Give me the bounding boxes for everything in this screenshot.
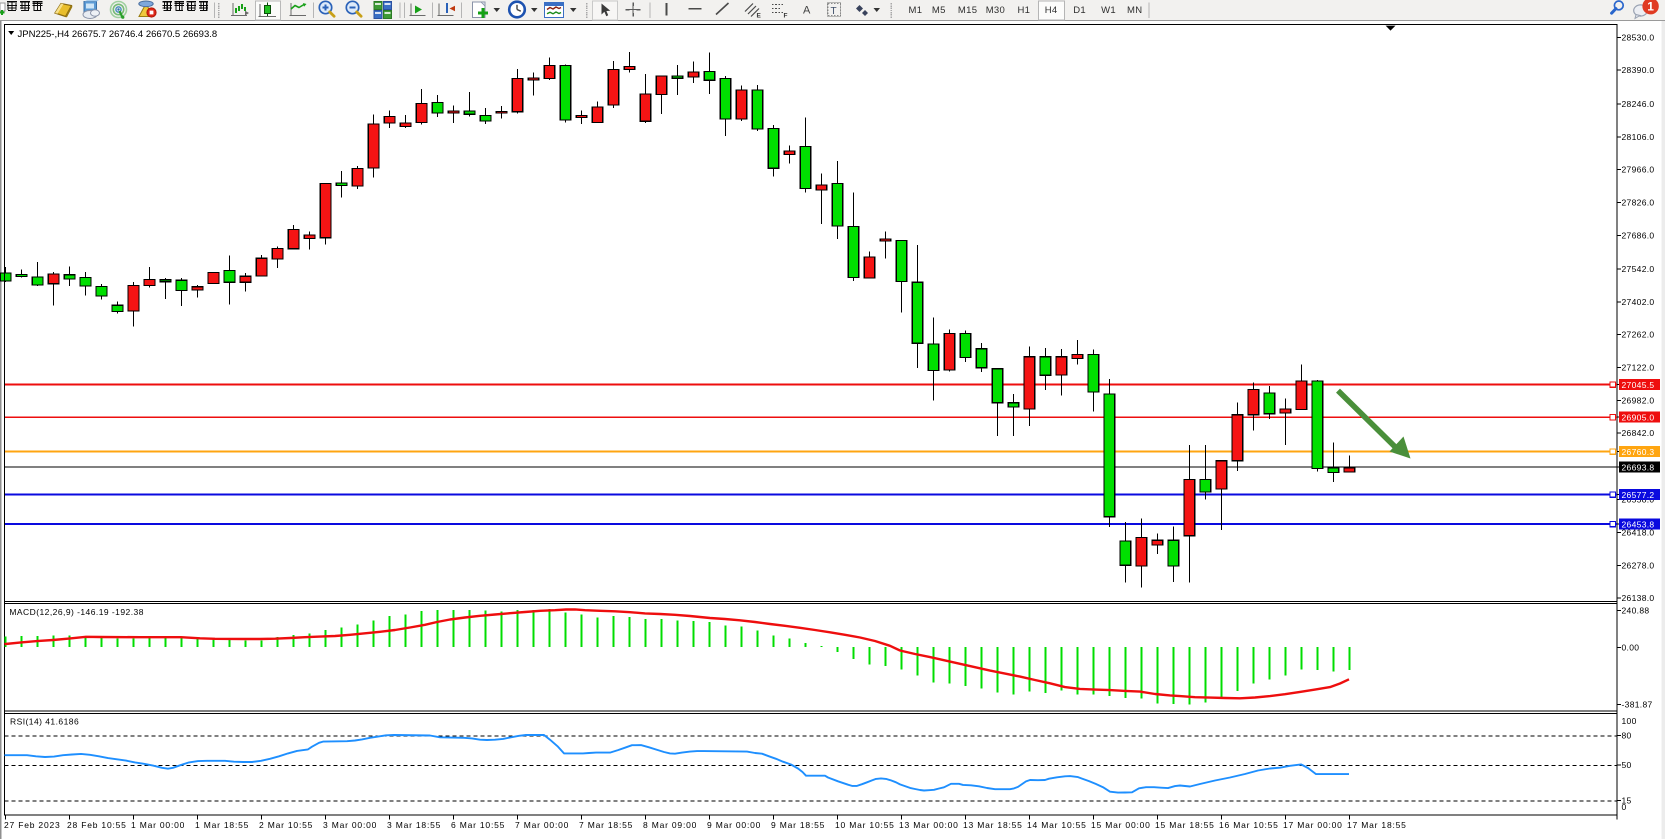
svg-text:17 Mar 00:00: 17 Mar 00:00 bbox=[1283, 820, 1343, 830]
svg-text:26418.0: 26418.0 bbox=[1622, 528, 1655, 538]
svg-text:27966.0: 27966.0 bbox=[1622, 165, 1655, 175]
svg-text:RSI(14) 41.6186: RSI(14) 41.6186 bbox=[10, 717, 79, 727]
svg-text:T: T bbox=[831, 6, 837, 17]
svg-text:H1: H1 bbox=[1018, 5, 1031, 16]
svg-text:1: 1 bbox=[1647, 0, 1654, 14]
svg-text:28390.0: 28390.0 bbox=[1622, 65, 1655, 75]
svg-text:27542.0: 27542.0 bbox=[1622, 264, 1655, 274]
svg-text:M5: M5 bbox=[932, 5, 946, 16]
svg-text:240.88: 240.88 bbox=[1622, 606, 1650, 616]
svg-text:1 Mar 00:00: 1 Mar 00:00 bbox=[131, 820, 185, 830]
svg-text:26138.0: 26138.0 bbox=[1622, 593, 1655, 603]
svg-text:7 Mar 00:00: 7 Mar 00:00 bbox=[515, 820, 569, 830]
svg-text:15 Mar 00:00: 15 Mar 00:00 bbox=[1091, 820, 1151, 830]
svg-text:27402.0: 27402.0 bbox=[1622, 297, 1655, 307]
svg-text:100: 100 bbox=[1622, 716, 1637, 726]
svg-text:27826.0: 27826.0 bbox=[1622, 197, 1655, 207]
svg-text:26577.2: 26577.2 bbox=[1622, 490, 1655, 500]
svg-text:26278.0: 26278.0 bbox=[1622, 560, 1655, 570]
svg-text:28106.0: 28106.0 bbox=[1622, 132, 1655, 142]
svg-text:13 Mar 18:55: 13 Mar 18:55 bbox=[963, 820, 1023, 830]
svg-text:80: 80 bbox=[1622, 730, 1632, 740]
svg-text:M1: M1 bbox=[909, 5, 923, 16]
svg-text:9 Mar 18:55: 9 Mar 18:55 bbox=[771, 820, 825, 830]
svg-text:0.00: 0.00 bbox=[1622, 643, 1640, 653]
svg-text:F: F bbox=[784, 13, 788, 20]
svg-text:26982.0: 26982.0 bbox=[1622, 395, 1655, 405]
svg-text:0: 0 bbox=[1622, 802, 1627, 812]
svg-text:-381.87: -381.87 bbox=[1622, 700, 1653, 710]
svg-text:15: 15 bbox=[1622, 796, 1632, 806]
svg-text:H4: H4 bbox=[1045, 5, 1058, 16]
svg-text:13 Mar 00:00: 13 Mar 00:00 bbox=[899, 820, 959, 830]
svg-text:28530.0: 28530.0 bbox=[1622, 32, 1655, 42]
svg-text:7 Mar 18:55: 7 Mar 18:55 bbox=[579, 820, 633, 830]
svg-text:27122.0: 27122.0 bbox=[1622, 362, 1655, 372]
svg-text:27 Feb 2023: 27 Feb 2023 bbox=[4, 820, 61, 830]
svg-text:26693.8: 26693.8 bbox=[1622, 462, 1655, 472]
svg-text:28 Feb 10:55: 28 Feb 10:55 bbox=[67, 820, 127, 830]
svg-text:6 Mar 10:55: 6 Mar 10:55 bbox=[451, 820, 505, 830]
svg-text:M15: M15 bbox=[958, 5, 977, 16]
svg-text:27045.5: 27045.5 bbox=[1622, 380, 1655, 390]
svg-text:26453.8: 26453.8 bbox=[1622, 519, 1655, 529]
svg-text:27686.0: 27686.0 bbox=[1622, 230, 1655, 240]
svg-text:26842.0: 26842.0 bbox=[1622, 428, 1655, 438]
svg-text:16 Mar 10:55: 16 Mar 10:55 bbox=[1219, 820, 1279, 830]
svg-text:3 Mar 18:55: 3 Mar 18:55 bbox=[387, 820, 441, 830]
svg-text:27262.0: 27262.0 bbox=[1622, 330, 1655, 340]
svg-text:14 Mar 10:55: 14 Mar 10:55 bbox=[1027, 820, 1087, 830]
svg-text:26905.0: 26905.0 bbox=[1622, 412, 1655, 422]
svg-text:28246.0: 28246.0 bbox=[1622, 99, 1655, 109]
svg-text:2 Mar 10:55: 2 Mar 10:55 bbox=[259, 820, 313, 830]
svg-text:17 Mar 18:55: 17 Mar 18:55 bbox=[1347, 820, 1407, 830]
svg-text:50: 50 bbox=[1622, 760, 1632, 770]
svg-text:26760.3: 26760.3 bbox=[1622, 447, 1655, 457]
svg-text:A: A bbox=[803, 5, 811, 17]
svg-text:10 Mar 10:55: 10 Mar 10:55 bbox=[835, 820, 895, 830]
svg-text:3 Mar 00:00: 3 Mar 00:00 bbox=[323, 820, 377, 830]
svg-text:1 Mar 18:55: 1 Mar 18:55 bbox=[195, 820, 249, 830]
svg-text:D1: D1 bbox=[1073, 5, 1086, 16]
svg-text:9 Mar 00:00: 9 Mar 00:00 bbox=[707, 820, 761, 830]
svg-text:W1: W1 bbox=[1101, 5, 1116, 16]
svg-text:JPN225-,H4 26675.7 26746.4 26: JPN225-,H4 26675.7 26746.4 26670.5 26693… bbox=[18, 29, 218, 40]
svg-text:MACD(12,26,9) -146.19 -192.38: MACD(12,26,9) -146.19 -192.38 bbox=[9, 607, 143, 617]
svg-text:M30: M30 bbox=[986, 5, 1005, 16]
svg-text:8 Mar 09:00: 8 Mar 09:00 bbox=[643, 820, 697, 830]
svg-text:15 Mar 18:55: 15 Mar 18:55 bbox=[1155, 820, 1215, 830]
svg-text:MN: MN bbox=[1127, 5, 1142, 16]
svg-text:E: E bbox=[757, 13, 762, 20]
